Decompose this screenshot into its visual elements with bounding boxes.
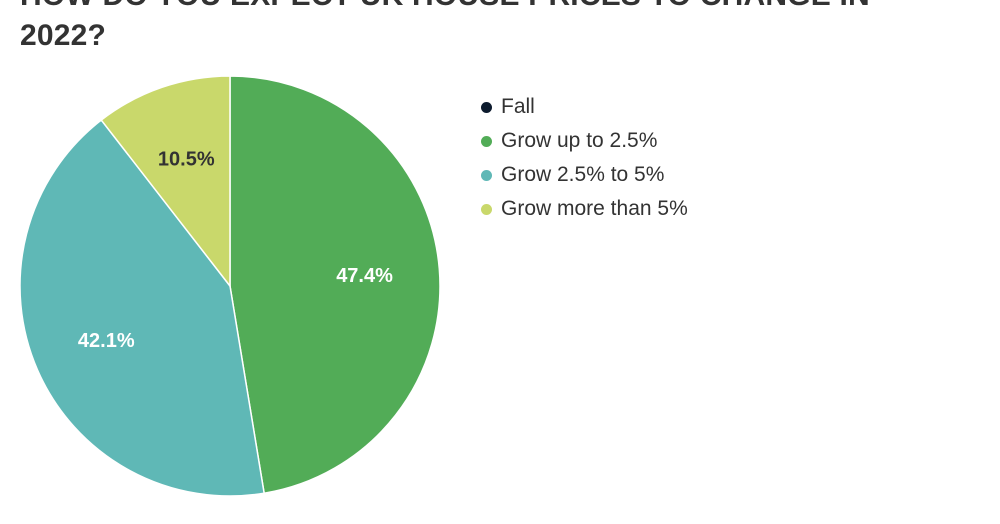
legend-label: Grow 2.5% to 5% bbox=[501, 163, 665, 186]
legend-item: Grow more than 5% bbox=[481, 192, 688, 226]
pie-slice-grow-more-than-5 bbox=[100, 75, 231, 289]
slice-data-label: 10.5% bbox=[158, 148, 215, 170]
slice-data-label: 47.4% bbox=[336, 265, 393, 287]
pie-slice-labels: 47.4% 42.1% 10.5% bbox=[78, 148, 393, 352]
legend-dot-icon bbox=[481, 135, 492, 147]
legend-item: Grow up to 2.5% bbox=[481, 124, 688, 158]
legend-label: Grow more than 5% bbox=[501, 197, 688, 220]
legend-label: Grow up to 2.5% bbox=[501, 129, 658, 152]
pie-slice-grow-2-5-to-5 bbox=[19, 119, 266, 497]
chart-title: HOW DO YOU EXPECT UK HOUSE PRICES TO CHA… bbox=[20, 0, 870, 52]
legend-dot-icon bbox=[481, 203, 492, 215]
chart-legend: Fall Grow up to 2.5% Grow 2.5% to 5% Grow m… bbox=[481, 90, 688, 226]
legend-item: Fall bbox=[481, 90, 688, 124]
slice-data-label: 42.1% bbox=[78, 330, 135, 352]
legend-item: Grow 2.5% to 5% bbox=[481, 158, 688, 192]
legend-dot-icon bbox=[481, 101, 492, 113]
pie-slices bbox=[19, 75, 441, 497]
legend-dot-icon bbox=[481, 169, 492, 181]
legend-label: Fall bbox=[501, 95, 535, 118]
pie-slice-grow-up-to-2-5 bbox=[229, 75, 441, 495]
